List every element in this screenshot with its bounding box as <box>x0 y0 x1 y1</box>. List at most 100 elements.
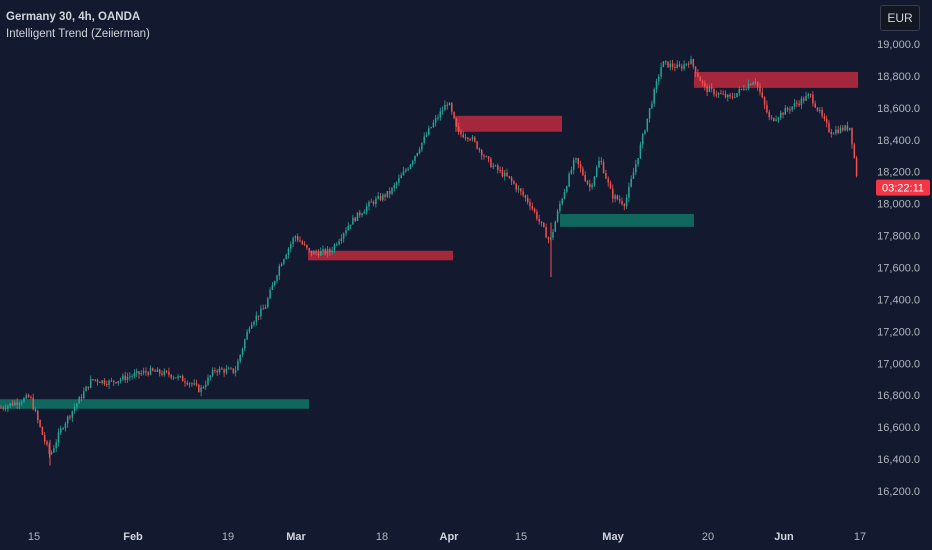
candle-body <box>697 73 699 77</box>
y-tick-label: 17,400.0 <box>877 294 920 306</box>
candle-body <box>349 224 352 226</box>
candle-body <box>402 171 405 176</box>
candle-body <box>485 156 488 158</box>
candle-body <box>340 238 343 242</box>
candle-body <box>658 76 660 82</box>
candle-body <box>331 250 333 253</box>
x-tick-label: Feb <box>123 531 143 543</box>
candle-body <box>225 368 228 373</box>
candle-body <box>414 155 416 162</box>
currency-button[interactable]: EUR <box>880 5 920 31</box>
candle-body <box>819 109 821 111</box>
candle-body <box>283 259 285 264</box>
candle-body <box>802 98 805 101</box>
candle-body <box>191 383 193 385</box>
y-tick-label: 16,800.0 <box>877 390 920 402</box>
candle-body <box>740 88 743 90</box>
indicator-title[interactable]: Intelligent Trend (Zeiierman) <box>6 28 150 40</box>
candle-body <box>290 243 292 249</box>
candle-body <box>209 375 212 378</box>
price-axis[interactable]: 19,000.0 18,800.0 18,600.0 18,400.0 18,200.0… <box>877 39 920 498</box>
candle-body <box>280 263 283 267</box>
candle-body <box>221 368 223 370</box>
time-axis[interactable]: 15 Feb 19 Mar 18 Apr 15 May 20 Jun 17 <box>28 531 866 543</box>
candle-body <box>244 339 246 349</box>
candle-body <box>625 197 628 207</box>
candle-body <box>552 231 554 238</box>
symbol-title[interactable]: Germany 30, 4h, OANDA <box>6 11 141 23</box>
candle-body <box>354 217 356 221</box>
candle-body <box>156 369 159 372</box>
candle-body <box>418 149 421 153</box>
candle-body <box>851 127 853 145</box>
candle-body <box>618 199 621 201</box>
candle-body <box>326 249 329 254</box>
candle-body <box>66 416 69 424</box>
candle-body <box>816 107 819 111</box>
candle-body <box>405 169 407 172</box>
candle-body <box>545 227 547 238</box>
candle-body <box>842 127 844 131</box>
candle-body <box>94 379 97 381</box>
candle-body <box>503 172 506 177</box>
candle-body <box>681 66 683 69</box>
candle-body <box>303 244 306 246</box>
candle-body <box>752 82 754 85</box>
candle-body <box>306 245 308 249</box>
candle-body <box>239 354 241 362</box>
candle-body <box>253 321 255 325</box>
last-price-marker: 03:22:11 <box>876 179 930 196</box>
candle-body <box>122 375 124 380</box>
candle-body <box>446 104 448 106</box>
y-tick-label: 18,600.0 <box>877 103 920 115</box>
y-tick-label: 18,000.0 <box>877 199 920 211</box>
candle-body <box>287 248 290 255</box>
candle-body <box>796 103 798 105</box>
candle-body <box>648 108 651 119</box>
candle-body <box>292 238 294 244</box>
candle-body <box>241 348 244 355</box>
candle-body <box>664 61 667 63</box>
candle-body <box>621 200 623 205</box>
candle-body <box>301 241 304 245</box>
candle-body <box>441 110 444 112</box>
candle-body <box>434 118 437 123</box>
candle-body <box>20 402 23 404</box>
candle-body <box>476 141 478 149</box>
candle-body <box>556 211 559 222</box>
candle-body <box>453 111 455 119</box>
candle-body <box>296 236 299 241</box>
candle-body <box>582 168 584 176</box>
candle-body <box>572 159 575 170</box>
candle-body <box>522 191 524 196</box>
candle-body <box>593 176 596 185</box>
candle-body <box>110 380 113 382</box>
y-tick-label: 19,000.0 <box>877 39 920 51</box>
candle-body <box>566 186 568 192</box>
candle-body <box>809 94 812 96</box>
candle-body <box>294 236 297 239</box>
candle-body <box>602 162 605 173</box>
candle-body <box>832 133 835 135</box>
candle-body <box>761 92 764 98</box>
candle-body <box>448 103 451 106</box>
candle-body <box>710 87 713 89</box>
candle-body <box>48 444 51 454</box>
candle-body <box>195 383 198 385</box>
candle-body <box>526 197 529 203</box>
candle-body <box>782 112 784 115</box>
candle-body <box>687 63 690 65</box>
candle-body <box>855 157 858 177</box>
countdown-label: 03:22:11 <box>882 183 924 195</box>
candle-body <box>11 403 14 406</box>
candle-body <box>513 181 515 184</box>
candle-body <box>106 383 108 386</box>
candle-body <box>543 222 545 228</box>
candle-body <box>835 129 837 134</box>
candle-body <box>623 204 626 207</box>
candle-body <box>172 377 175 379</box>
candle-body <box>685 63 688 65</box>
candle-body <box>830 131 833 134</box>
